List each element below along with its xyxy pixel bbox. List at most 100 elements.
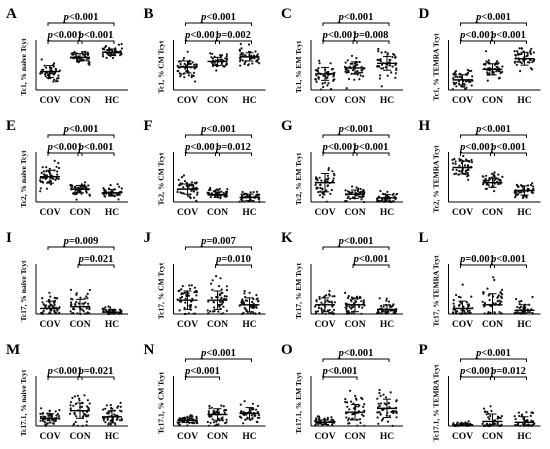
data-point bbox=[39, 72, 42, 75]
data-point bbox=[51, 418, 54, 421]
data-point bbox=[43, 420, 46, 424]
y-axis-label: Tc17, % TEMRA Tcyt bbox=[432, 255, 441, 327]
data-point bbox=[344, 189, 347, 192]
data-point bbox=[256, 404, 259, 408]
y-axis-label: Tc17.1, % CM Tcyt bbox=[157, 371, 166, 434]
data-point bbox=[55, 177, 58, 180]
data-point bbox=[191, 183, 194, 186]
data-point bbox=[209, 186, 212, 190]
significance-bracket bbox=[460, 264, 495, 268]
x-tick-label: HC bbox=[517, 96, 531, 106]
data-point bbox=[533, 422, 536, 425]
data-point bbox=[500, 415, 503, 418]
data-point bbox=[87, 406, 90, 409]
data-point bbox=[526, 54, 529, 57]
data-point bbox=[192, 196, 196, 199]
y-axis-label: Tc17.1, % naive Tcyt bbox=[19, 369, 28, 436]
data-point bbox=[69, 288, 73, 291]
data-point bbox=[530, 411, 533, 414]
data-point bbox=[211, 418, 214, 421]
p-value-label: p<0.001 bbox=[338, 12, 374, 23]
data-point bbox=[376, 310, 379, 313]
x-tick-label: CON bbox=[344, 320, 365, 330]
panel-letter: K bbox=[281, 230, 293, 246]
data-point bbox=[466, 172, 469, 176]
data-point bbox=[102, 408, 105, 411]
data-point bbox=[514, 418, 517, 421]
data-point bbox=[189, 306, 192, 309]
data-point bbox=[226, 188, 229, 191]
data-point bbox=[322, 74, 325, 77]
data-point bbox=[483, 424, 486, 427]
data-point bbox=[466, 422, 469, 425]
data-point bbox=[246, 194, 249, 197]
data-point bbox=[242, 410, 245, 414]
data-point bbox=[499, 291, 502, 294]
data-point bbox=[350, 300, 353, 303]
data-point bbox=[383, 402, 386, 405]
data-point bbox=[501, 175, 504, 178]
data-point bbox=[49, 295, 52, 298]
data-point bbox=[256, 53, 259, 56]
data-point bbox=[517, 185, 520, 188]
data-point bbox=[225, 295, 228, 298]
x-tick-label: HC bbox=[517, 432, 531, 442]
data-point bbox=[516, 50, 519, 53]
data-point bbox=[486, 73, 489, 76]
x-tick-label: HC bbox=[105, 96, 119, 106]
data-point bbox=[327, 167, 330, 170]
data-point bbox=[73, 395, 76, 398]
x-tick-label: COV bbox=[39, 320, 60, 330]
data-point bbox=[190, 181, 194, 184]
data-point bbox=[516, 193, 519, 196]
data-point bbox=[490, 409, 493, 413]
data-point bbox=[379, 200, 382, 203]
x-tick-label: CON bbox=[207, 320, 228, 330]
data-point bbox=[258, 200, 261, 203]
data-point bbox=[356, 424, 359, 427]
data-point bbox=[526, 52, 529, 55]
data-point bbox=[83, 181, 87, 184]
data-point bbox=[212, 300, 215, 304]
data-point bbox=[529, 51, 532, 54]
p-value-label: p<0.001 bbox=[47, 30, 83, 41]
significance-bracket bbox=[215, 264, 252, 268]
significance-bracket bbox=[460, 152, 495, 156]
data-point bbox=[360, 198, 363, 201]
data-point bbox=[498, 299, 501, 302]
significance-bracket bbox=[47, 152, 83, 156]
data-point bbox=[471, 75, 474, 78]
data-point bbox=[378, 411, 381, 414]
data-point bbox=[251, 416, 254, 419]
data-point bbox=[321, 82, 324, 85]
data-point bbox=[485, 174, 488, 177]
data-point bbox=[178, 421, 181, 424]
data-point bbox=[56, 173, 59, 176]
data-point bbox=[321, 312, 324, 315]
data-point bbox=[489, 311, 492, 314]
data-point bbox=[83, 297, 86, 300]
data-point bbox=[483, 312, 486, 315]
data-point bbox=[46, 419, 49, 422]
data-point bbox=[180, 300, 183, 303]
data-point bbox=[355, 295, 358, 298]
data-point bbox=[466, 310, 469, 313]
data-point bbox=[326, 76, 329, 79]
data-point bbox=[318, 417, 321, 420]
p-value-label: p<0.001 bbox=[459, 142, 495, 153]
x-tick-label: HC bbox=[517, 320, 531, 330]
data-point bbox=[55, 68, 58, 72]
data-point bbox=[185, 181, 188, 185]
x-tick-label: COV bbox=[177, 96, 198, 106]
data-point bbox=[82, 310, 85, 313]
data-point bbox=[54, 410, 57, 413]
data-point bbox=[246, 416, 249, 419]
data-point bbox=[493, 278, 496, 282]
p-value-label: p<0.001 bbox=[63, 124, 99, 135]
data-point bbox=[326, 174, 329, 177]
data-point bbox=[345, 312, 348, 315]
data-point bbox=[359, 191, 362, 194]
